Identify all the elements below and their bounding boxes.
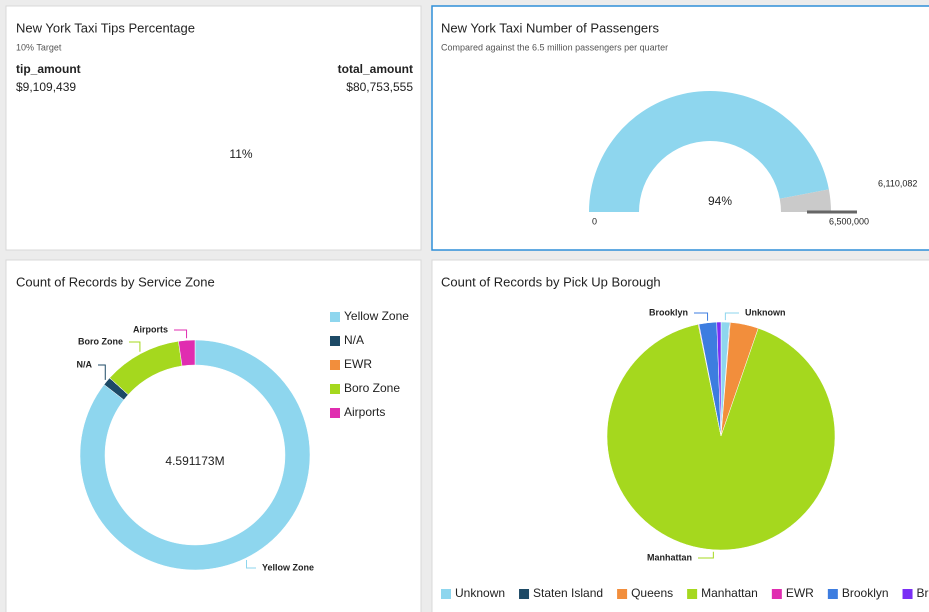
legend-swatch — [330, 336, 340, 346]
legend-label: Manhattan — [701, 586, 758, 600]
chart-title: Count of Records by Service Zone — [16, 274, 215, 289]
legend-label: Staten Island — [533, 586, 603, 600]
data-label: Airports — [133, 324, 168, 334]
slice — [606, 324, 836, 551]
data-label: Unknown — [745, 307, 786, 317]
legend-swatch — [617, 589, 628, 599]
legend-swatch — [330, 384, 340, 394]
leader-line — [698, 551, 714, 559]
subtitle: Compared against the 6.5 million passeng… — [441, 42, 668, 52]
gauge-fill — [589, 91, 829, 212]
data-label: Yellow Zone — [262, 562, 314, 572]
slice — [716, 321, 722, 437]
legend-label: Boro Zone — [344, 381, 400, 395]
legend-swatch — [519, 589, 530, 599]
legend-label: EWR — [786, 586, 814, 600]
total-label: 4.591173M — [165, 454, 224, 468]
target-label: 6,500,000 — [829, 216, 869, 226]
metric-value: $9,109,439 — [16, 80, 76, 94]
min-label: 0 — [592, 216, 597, 226]
metric-value: $80,753,555 — [346, 80, 413, 94]
slice — [79, 339, 311, 571]
legend-label: Airports — [344, 405, 385, 419]
legend-swatch — [441, 589, 451, 599]
legend-label: N/A — [344, 333, 364, 347]
legend-label: Yellow Zone — [344, 309, 409, 323]
data-label: Boro Zone — [78, 336, 123, 346]
subtitle: 10% Target — [16, 42, 62, 52]
leader-line — [724, 312, 739, 321]
legend-swatch — [330, 360, 340, 370]
legend-swatch — [330, 312, 340, 322]
chart-title: New York Taxi Number of Passengers — [441, 20, 659, 35]
data-label: N/A — [77, 359, 93, 369]
legend-label: Brooklyn — [842, 586, 889, 600]
legend-label: Bronx — [917, 586, 929, 600]
chart-title: Count of Records by Pick Up Borough — [441, 274, 661, 289]
legend-swatch — [330, 408, 340, 418]
gauge-remainder — [779, 189, 831, 212]
chart-title: New York Taxi Tips Percentage — [16, 20, 195, 35]
legend-swatch — [771, 589, 782, 599]
legend-swatch — [687, 589, 698, 599]
legend-label: EWR — [344, 357, 372, 371]
legend-swatch — [827, 589, 838, 599]
leader-line — [246, 560, 256, 569]
slice — [178, 339, 196, 367]
legend-swatch — [902, 589, 913, 599]
leader-line — [694, 312, 709, 321]
leader-line — [129, 341, 141, 352]
panel — [5, 5, 422, 251]
value-label: 6,110,082 — [878, 178, 917, 188]
leader-line — [174, 329, 188, 339]
data-label: Manhattan — [647, 552, 692, 562]
kpi-value: 11% — [229, 147, 252, 161]
data-label: Brooklyn — [649, 307, 688, 317]
legend-label: Queens — [631, 586, 673, 600]
legend-label: Unknown — [455, 586, 505, 600]
percent-label: 94% — [708, 194, 732, 208]
leader-line — [98, 364, 106, 380]
metric-name: tip_amount — [16, 62, 81, 76]
metric-name: total_amount — [338, 62, 413, 76]
